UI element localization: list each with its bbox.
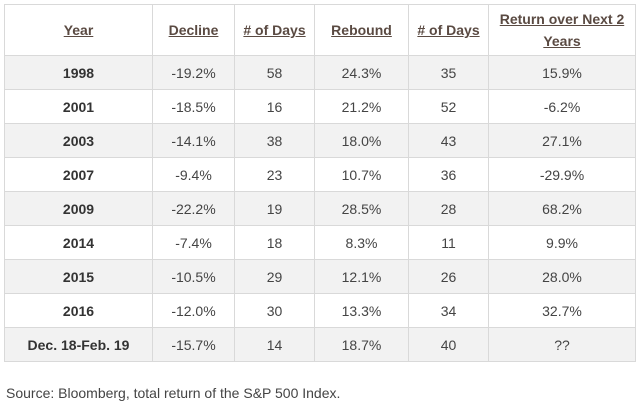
cell-rebound-days: 52 xyxy=(408,89,489,124)
header-decline-days: # of Days xyxy=(234,4,315,56)
cell-year: 2015 xyxy=(4,259,153,294)
cell-two-year-return: ?? xyxy=(488,327,636,362)
cell-decline: -12.0% xyxy=(152,293,235,328)
table-row: 2001 -18.5% 16 21.2% 52 -6.2% xyxy=(4,89,636,124)
cell-rebound-days: 11 xyxy=(408,225,489,260)
cell-year: 2003 xyxy=(4,123,153,158)
cell-decline-days: 18 xyxy=(234,225,315,260)
cell-decline-days: 14 xyxy=(234,327,315,362)
cell-rebound: 12.1% xyxy=(314,259,409,294)
cell-decline: -9.4% xyxy=(152,157,235,192)
cell-rebound-days: 43 xyxy=(408,123,489,158)
cell-year: 2001 xyxy=(4,89,153,124)
cell-rebound: 24.3% xyxy=(314,55,409,90)
cell-year: 1998 xyxy=(4,55,153,90)
cell-year: Dec. 18-Feb. 19 xyxy=(4,327,153,362)
cell-rebound-days: 36 xyxy=(408,157,489,192)
cell-two-year-return: 27.1% xyxy=(488,123,636,158)
cell-rebound: 13.3% xyxy=(314,293,409,328)
table-row: 2015 -10.5% 29 12.1% 26 28.0% xyxy=(4,259,636,294)
cell-two-year-return: -6.2% xyxy=(488,89,636,124)
cell-decline-days: 30 xyxy=(234,293,315,328)
cell-two-year-return: 9.9% xyxy=(488,225,636,260)
header-year: Year xyxy=(4,4,153,56)
table-row: Dec. 18-Feb. 19 -15.7% 14 18.7% 40 ?? xyxy=(4,327,636,362)
cell-rebound: 8.3% xyxy=(314,225,409,260)
table-row: 2016 -12.0% 30 13.3% 34 32.7% xyxy=(4,293,636,328)
cell-year: 2016 xyxy=(4,293,153,328)
cell-rebound: 10.7% xyxy=(314,157,409,192)
cell-decline: -14.1% xyxy=(152,123,235,158)
header-rebound: Rebound xyxy=(314,4,409,56)
cell-rebound: 28.5% xyxy=(314,191,409,226)
cell-decline-days: 29 xyxy=(234,259,315,294)
cell-two-year-return: 28.0% xyxy=(488,259,636,294)
cell-decline: -18.5% xyxy=(152,89,235,124)
cell-decline: -10.5% xyxy=(152,259,235,294)
cell-two-year-return: -29.9% xyxy=(488,157,636,192)
cell-decline: -22.2% xyxy=(152,191,235,226)
cell-decline-days: 23 xyxy=(234,157,315,192)
cell-decline: -7.4% xyxy=(152,225,235,260)
cell-decline: -19.2% xyxy=(152,55,235,90)
market-rebounds-table: Year Decline # of Days Rebound # of Days… xyxy=(4,4,636,362)
table-header-row: Year Decline # of Days Rebound # of Days… xyxy=(4,4,636,56)
cell-decline-days: 58 xyxy=(234,55,315,90)
cell-rebound: 21.2% xyxy=(314,89,409,124)
header-decline: Decline xyxy=(152,4,235,56)
cell-decline-days: 19 xyxy=(234,191,315,226)
cell-year: 2009 xyxy=(4,191,153,226)
cell-two-year-return: 15.9% xyxy=(488,55,636,90)
table-row: 2003 -14.1% 38 18.0% 43 27.1% xyxy=(4,123,636,158)
cell-decline-days: 38 xyxy=(234,123,315,158)
source-note: Source: Bloomberg, total return of the S… xyxy=(6,385,341,401)
cell-rebound-days: 26 xyxy=(408,259,489,294)
cell-year: 2007 xyxy=(4,157,153,192)
table-row: 2007 -9.4% 23 10.7% 36 -29.9% xyxy=(4,157,636,192)
table-row: 2009 -22.2% 19 28.5% 28 68.2% xyxy=(4,191,636,226)
header-rebound-days: # of Days xyxy=(408,4,489,56)
table-row: 1998 -19.2% 58 24.3% 35 15.9% xyxy=(4,55,636,90)
cell-year: 2014 xyxy=(4,225,153,260)
cell-rebound-days: 34 xyxy=(408,293,489,328)
table-row: 2014 -7.4% 18 8.3% 11 9.9% xyxy=(4,225,636,260)
cell-decline: -15.7% xyxy=(152,327,235,362)
header-two-year-return: Return over Next 2 Years xyxy=(488,4,636,56)
cell-rebound: 18.7% xyxy=(314,327,409,362)
cell-two-year-return: 32.7% xyxy=(488,293,636,328)
cell-rebound-days: 35 xyxy=(408,55,489,90)
cell-decline-days: 16 xyxy=(234,89,315,124)
cell-rebound-days: 40 xyxy=(408,327,489,362)
cell-rebound-days: 28 xyxy=(408,191,489,226)
cell-rebound: 18.0% xyxy=(314,123,409,158)
cell-two-year-return: 68.2% xyxy=(488,191,636,226)
